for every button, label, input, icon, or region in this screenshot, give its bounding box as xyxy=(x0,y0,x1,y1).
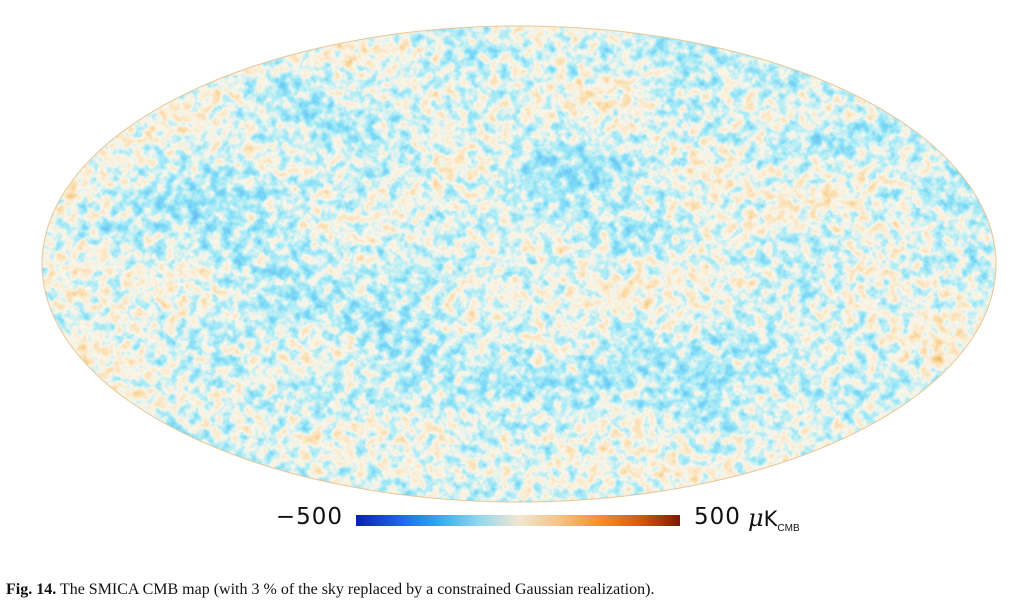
colorbar: −500 500 μKCMB xyxy=(0,502,1024,538)
colorbar-unit: μKCMB xyxy=(748,504,800,534)
cmb-sky-map xyxy=(41,25,997,503)
colorbar-max-label: 500 xyxy=(694,504,741,530)
caption-text: The SMICA CMB map (with 3 % of the sky r… xyxy=(56,581,655,598)
sky-map-boundary xyxy=(41,25,997,503)
unit-main: K xyxy=(763,507,778,531)
colorbar-gradient xyxy=(356,515,680,526)
unit-subscript: CMB xyxy=(777,523,800,534)
caption-label: Fig. 14. xyxy=(6,581,57,598)
unit-prefix: μ xyxy=(748,504,764,532)
sky-map-field xyxy=(42,26,996,502)
colorbar-min-label: −500 xyxy=(275,504,343,530)
figure-caption: Fig. 14. The SMICA CMB map (with 3 % of … xyxy=(6,581,654,599)
